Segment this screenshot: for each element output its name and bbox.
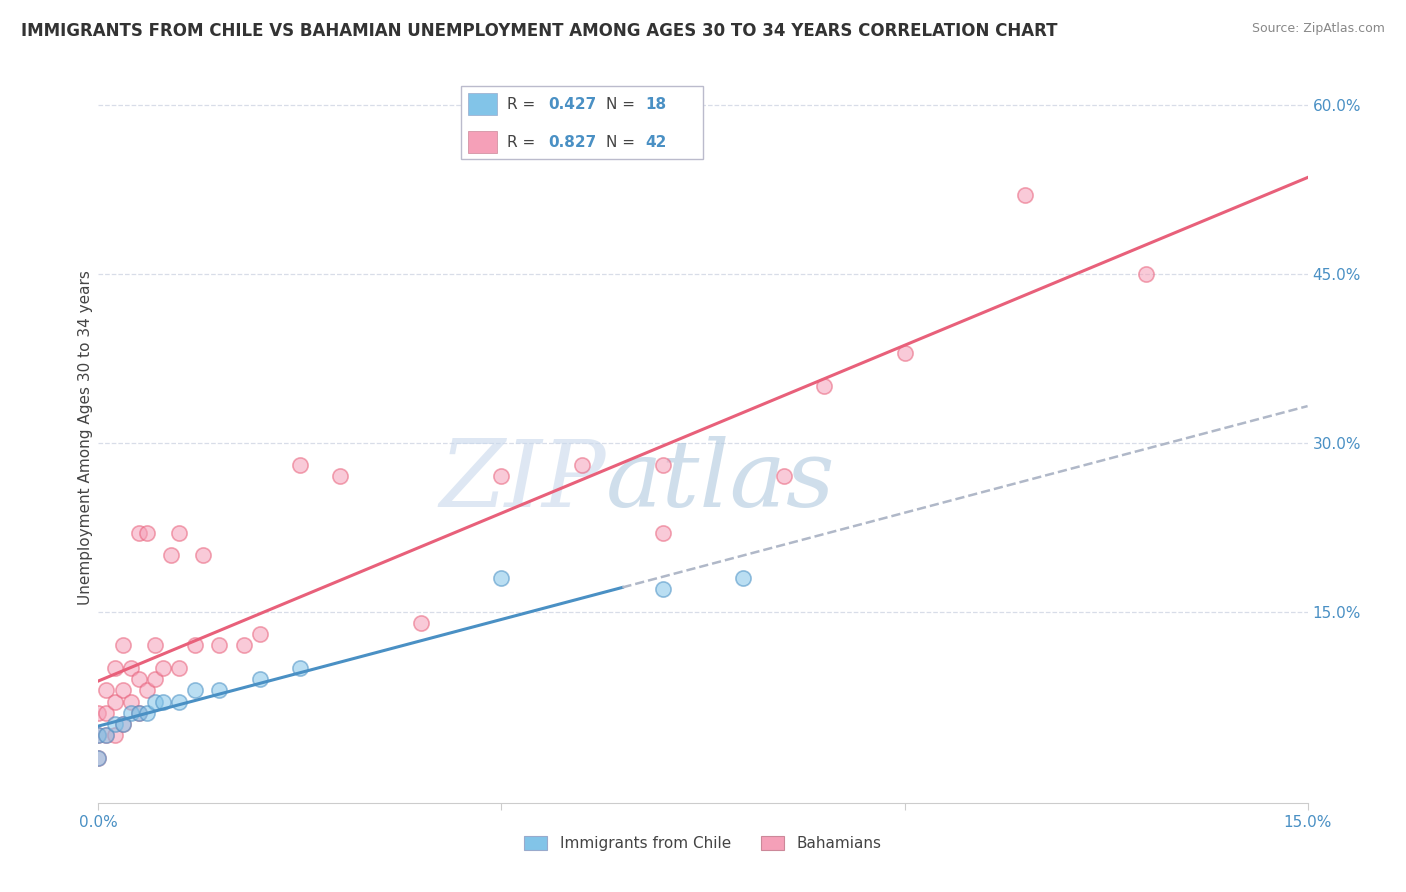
Point [1135,267,1157,281]
Point [128,706,150,720]
Point [193,548,215,562]
Point [491,469,513,483]
Point [87,751,110,765]
Point [893,345,915,359]
Point [111,717,134,731]
Point [96,728,118,742]
Point [249,672,271,686]
Point [135,706,157,720]
Point [232,638,254,652]
Point [128,706,150,720]
Text: Source: ZipAtlas.com: Source: ZipAtlas.com [1251,22,1385,36]
Point [143,638,166,652]
Point [152,694,174,708]
Point [111,717,134,731]
Text: IMMIGRANTS FROM CHILE VS BAHAMIAN UNEMPLOYMENT AMONG AGES 30 TO 34 YEARS CORRELA: IMMIGRANTS FROM CHILE VS BAHAMIAN UNEMPL… [21,22,1057,40]
Point [87,751,110,765]
Point [143,694,166,708]
Point [120,706,142,720]
Point [143,672,166,686]
Point [135,525,157,540]
Point [152,661,174,675]
Point [249,627,271,641]
Point [120,694,142,708]
Point [651,458,673,473]
Point [87,728,110,742]
Point [329,469,352,483]
Point [571,458,593,473]
Point [160,548,183,562]
Y-axis label: Unemployment Among Ages 30 to 34 years: Unemployment Among Ages 30 to 34 years [77,269,93,605]
Text: atlas: atlas [606,436,835,526]
Point [733,571,755,585]
Point [813,379,835,393]
Point [87,706,110,720]
Point [409,615,432,630]
Point [208,638,231,652]
Point [184,638,207,652]
Point [167,525,190,540]
Point [651,582,673,596]
Legend: Immigrants from Chile, Bahamians: Immigrants from Chile, Bahamians [519,830,887,857]
Point [491,571,513,585]
Point [111,638,134,652]
Point [103,717,125,731]
Point [103,694,125,708]
Point [87,728,110,742]
Point [111,683,134,698]
Point [128,672,150,686]
Point [1014,188,1036,202]
Point [651,525,673,540]
Point [167,694,190,708]
Point [288,458,311,473]
Point [96,683,118,698]
Point [103,661,125,675]
Point [772,469,794,483]
Point [184,683,207,698]
Point [288,661,311,675]
Point [135,683,157,698]
Point [96,728,118,742]
Text: ZIP: ZIP [440,436,606,526]
Point [167,661,190,675]
Point [208,683,231,698]
Point [120,661,142,675]
Point [103,728,125,742]
Point [128,525,150,540]
Point [96,706,118,720]
